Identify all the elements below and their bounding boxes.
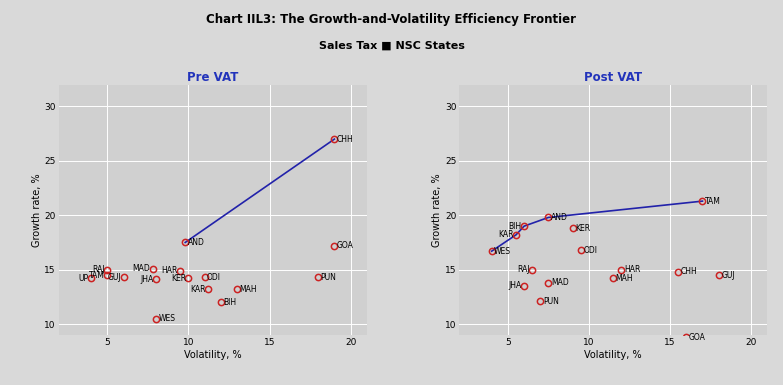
Text: GOA: GOA [337, 241, 354, 250]
Text: RAJ: RAJ [92, 265, 105, 274]
Text: RAJ: RAJ [517, 265, 530, 274]
Y-axis label: Growth rate, %: Growth rate, % [31, 173, 41, 247]
Text: BIH: BIH [223, 298, 236, 307]
Text: PUN: PUN [320, 273, 337, 282]
Text: JHA: JHA [508, 281, 521, 291]
Text: GUJ: GUJ [107, 273, 121, 282]
Text: KER: KER [171, 274, 186, 283]
Text: AND: AND [551, 213, 568, 222]
Text: Sales Tax ■ NSC States: Sales Tax ■ NSC States [319, 40, 464, 50]
Text: WES: WES [158, 314, 175, 323]
Title: Pre VAT: Pre VAT [187, 70, 239, 84]
Text: CHH: CHH [337, 135, 354, 144]
Text: TAM: TAM [705, 197, 721, 206]
Text: WES: WES [494, 247, 511, 256]
Text: HAR: HAR [161, 266, 178, 275]
X-axis label: Volatility, %: Volatility, % [184, 350, 242, 360]
Text: MAD: MAD [551, 278, 568, 287]
Text: MAH: MAH [615, 274, 633, 283]
X-axis label: Volatility, %: Volatility, % [584, 350, 642, 360]
Text: JHA: JHA [140, 275, 153, 284]
Text: UP: UP [78, 274, 88, 283]
Text: AND: AND [188, 238, 204, 247]
Text: KAR: KAR [498, 230, 514, 239]
Y-axis label: Growth rate, %: Growth rate, % [432, 173, 442, 247]
Text: ODI: ODI [207, 273, 221, 282]
Text: KAR: KAR [190, 285, 205, 294]
Text: TAM: TAM [89, 271, 105, 280]
Text: BIH: BIH [508, 222, 521, 231]
Text: CHH: CHH [680, 267, 698, 276]
Text: PUN: PUN [543, 297, 558, 306]
Text: MAD: MAD [132, 264, 150, 273]
Text: HAR: HAR [624, 265, 640, 274]
Text: ODI: ODI [583, 246, 597, 254]
Text: Chart IIL3: The Growth-and-Volatility Efficiency Frontier: Chart IIL3: The Growth-and-Volatility Ef… [207, 13, 576, 27]
Text: MAH: MAH [240, 285, 257, 294]
Text: GUJ: GUJ [721, 271, 734, 280]
Text: GOA: GOA [689, 333, 705, 341]
Text: KER: KER [576, 224, 590, 233]
Title: Post VAT: Post VAT [584, 70, 642, 84]
